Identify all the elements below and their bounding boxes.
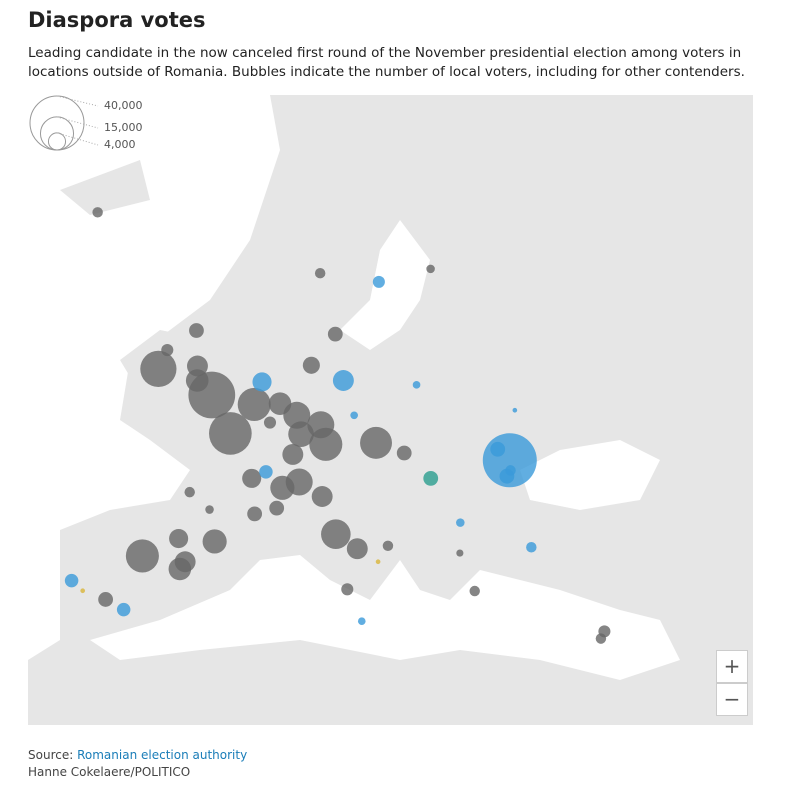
bubble — [205, 505, 214, 514]
bubble — [288, 421, 314, 447]
footer: Source: Romanian election authority Hann… — [28, 747, 247, 781]
bubble — [341, 583, 354, 596]
baltic-sea — [340, 220, 430, 350]
bubble — [456, 518, 465, 527]
bubble — [161, 344, 174, 357]
atlantic — [28, 95, 280, 660]
legend-label: 4,000 — [104, 138, 136, 151]
bubble — [282, 443, 304, 465]
bubble — [512, 407, 518, 413]
bubble — [346, 538, 368, 560]
bubble — [269, 500, 285, 516]
bubble — [350, 411, 358, 420]
bubble — [270, 475, 295, 500]
bubble — [268, 392, 292, 415]
source-label: Source: — [28, 748, 74, 762]
bubble — [423, 470, 439, 486]
bubble — [526, 542, 537, 553]
bubble — [247, 506, 263, 522]
iceland — [60, 160, 150, 215]
legend-leader — [56, 132, 99, 146]
legend-label: 40,000 — [104, 99, 143, 112]
bubble — [259, 465, 273, 479]
bubble — [327, 326, 343, 342]
mediterranean — [90, 555, 680, 680]
bubble — [396, 445, 412, 461]
bubble — [469, 585, 480, 597]
zoom-in[interactable]: + — [716, 650, 748, 683]
bubble — [184, 486, 195, 498]
bubble — [490, 441, 506, 457]
bubble — [252, 372, 272, 392]
black-sea — [520, 440, 660, 510]
bubble — [302, 356, 320, 374]
bubble — [116, 602, 131, 617]
bubble — [505, 465, 516, 476]
bubble — [242, 468, 262, 488]
bubble — [357, 617, 366, 626]
bubble — [189, 323, 204, 338]
title: Diaspora votes — [28, 8, 206, 32]
bubble — [202, 529, 227, 554]
bubble — [595, 633, 607, 644]
credit: Hanne Cokelaere/POLITICO — [28, 765, 191, 779]
bubble — [412, 381, 421, 389]
bubble — [187, 355, 208, 377]
map: 40,000 15,000 4,000 — [28, 95, 753, 725]
bubble — [174, 551, 196, 573]
bubble — [237, 387, 271, 421]
bubble — [125, 539, 159, 573]
bubble — [80, 588, 86, 594]
bubble — [307, 411, 335, 439]
bubble — [92, 207, 103, 218]
bubble — [372, 275, 385, 288]
bubble — [311, 486, 333, 507]
bubble — [456, 549, 464, 557]
bubble — [321, 519, 351, 549]
source-link[interactable]: Romanian election authority — [77, 748, 248, 762]
zoom-out[interactable]: − — [716, 683, 748, 716]
bubble — [209, 412, 252, 455]
bubble — [263, 416, 277, 429]
bubble — [382, 540, 394, 552]
bubble — [98, 592, 114, 607]
subtitle: Leading candidate in the now canceled fi… — [28, 45, 745, 80]
bubble — [426, 264, 435, 274]
bubble — [314, 267, 326, 279]
bubble — [64, 573, 79, 588]
legend-leader — [56, 95, 99, 107]
bubble — [360, 426, 392, 459]
bubble — [332, 370, 354, 391]
bubble — [375, 559, 381, 565]
bubble — [140, 350, 177, 388]
bubble — [169, 529, 189, 549]
legend-label: 15,000 — [104, 121, 143, 134]
legend-leader — [56, 116, 99, 129]
